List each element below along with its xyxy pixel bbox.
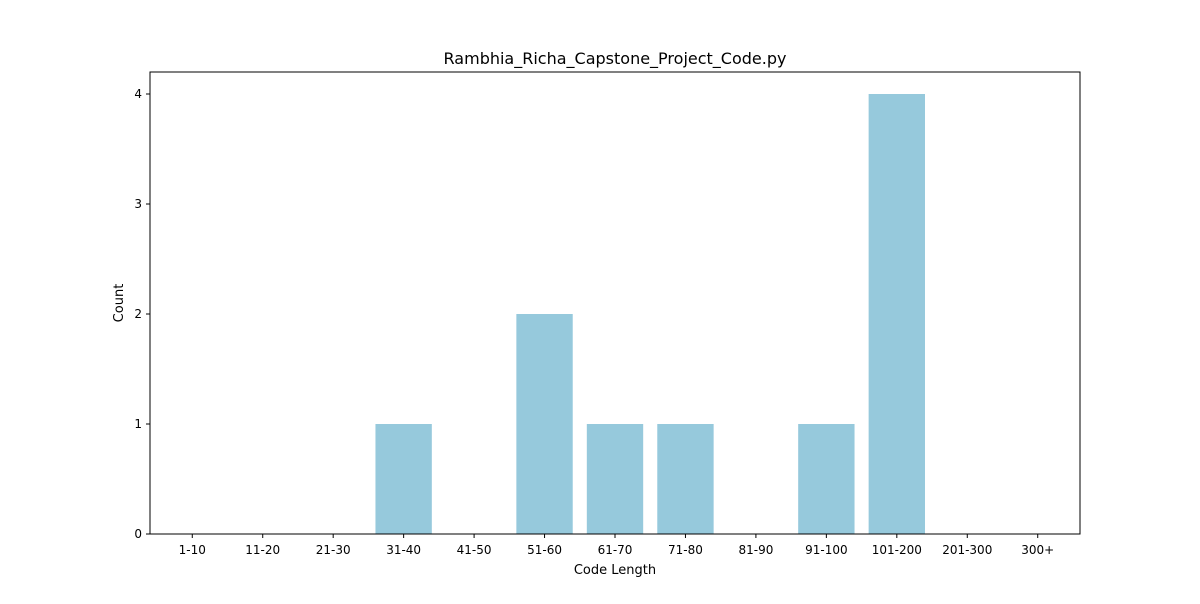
x-tick-label: 201-300 (942, 543, 992, 557)
x-tick-label: 81-90 (738, 543, 773, 557)
y-tick-label: 4 (134, 87, 142, 101)
y-tick-label: 1 (134, 417, 142, 431)
y-tick-label: 0 (134, 527, 142, 541)
x-tick-label: 91-100 (805, 543, 848, 557)
x-axis-label: Code Length (574, 563, 656, 578)
x-tick-label: 41-50 (457, 543, 492, 557)
bar-71-80 (657, 424, 714, 534)
x-tick-label: 21-30 (316, 543, 351, 557)
bars-group (375, 94, 925, 534)
y-axis-label: Count (112, 284, 127, 323)
bar-61-70 (586, 424, 644, 534)
x-tick-label: 1-10 (179, 543, 206, 557)
x-tick-label: 51-60 (527, 543, 562, 557)
bar-31-40 (375, 424, 432, 534)
y-axis-ticks: 0 1 2 3 4 (134, 87, 150, 541)
x-tick-label: 61-70 (598, 543, 633, 557)
x-tick-label: 300+ (1021, 543, 1054, 557)
x-tick-label: 31-40 (386, 543, 421, 557)
y-tick-label: 3 (134, 197, 142, 211)
y-tick-label: 2 (134, 307, 142, 321)
x-tick-label: 11-20 (245, 543, 280, 557)
x-tick-label: 101-200 (872, 543, 922, 557)
bar-51-60 (516, 314, 573, 534)
x-tick-label: 71-80 (668, 543, 703, 557)
chart-title: Rambhia_Richa_Capstone_Project_Code.py (444, 49, 787, 69)
bar-101-200 (868, 94, 925, 534)
x-axis-ticks: 1-10 11-20 21-30 31-40 41-50 51-60 61-70 71-80 8… (179, 534, 1054, 557)
bar-91-100 (798, 424, 855, 534)
